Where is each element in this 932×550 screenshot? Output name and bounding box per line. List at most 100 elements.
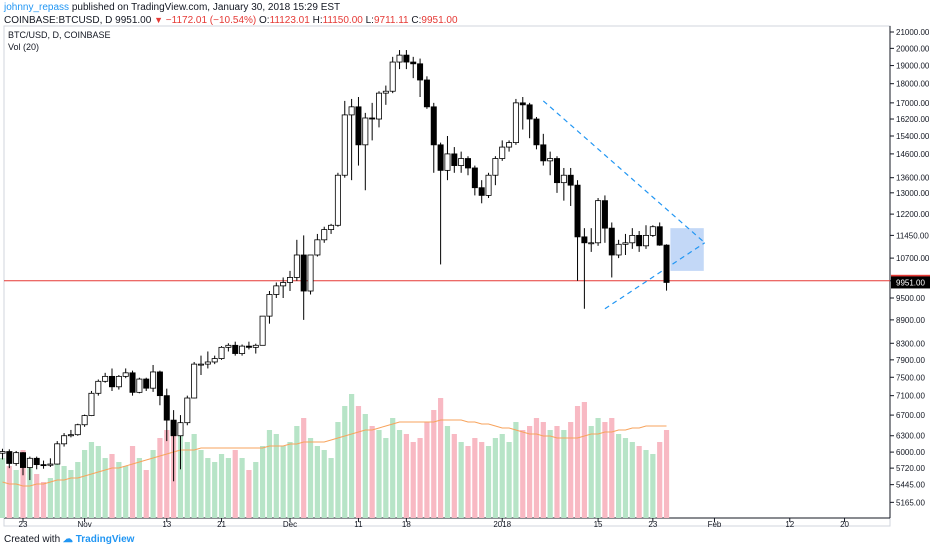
volume-bar [616,434,622,518]
candle-body [403,54,410,63]
volume-bar [540,422,546,518]
candle-body [191,363,198,399]
volume-bar [431,410,437,518]
candle-body [47,463,54,466]
candle-body [67,434,74,437]
price-tick-label: 15400.00 [896,132,930,141]
time-tick-label: 2018 [493,520,511,529]
candle-body [622,242,629,245]
volume-bar [499,434,505,518]
volume-bar [410,442,416,518]
tradingview-brand[interactable]: TradingView [75,534,135,545]
volume-bar [157,438,163,518]
candle-body [533,118,540,146]
time-tick-label: 12 [785,520,794,529]
author-name[interactable]: johnny_repass [4,2,70,13]
volume-bar [383,438,389,518]
volume-bar [6,466,12,518]
volume-bar [636,446,642,518]
volume-bar [657,442,663,518]
volume-bar [602,422,608,518]
price-tick-label: 5445.00 [896,481,925,490]
volume-bar [301,418,307,518]
candle-body [204,361,211,365]
candle-body [40,464,47,467]
candle-body [61,435,68,445]
candle-body [519,102,526,106]
candle-body [218,346,225,359]
close-label: C: [411,15,422,26]
volume-bar [280,446,286,518]
volume-bar [349,394,355,518]
candle-body [102,375,109,382]
price-tick-label: 13000.00 [896,189,930,198]
volume-bar [95,446,101,518]
volume-bar [47,478,53,518]
volume-bar [581,402,587,518]
chart-header: johnny_repass published on TradingView.c… [4,2,928,28]
candle-body [396,54,403,63]
volume-bar [424,422,430,518]
candle-body [643,234,650,247]
candle-body [54,443,61,465]
price-tick-label: 20000.00 [896,44,930,53]
price-tick-label: 18000.00 [896,80,930,89]
volume-bar [191,434,197,518]
volume-bar [294,426,300,518]
price-tick-label: 14600.00 [896,150,930,159]
volume-bar [390,418,396,518]
volume-bar [129,446,136,518]
low-label: L: [365,15,374,26]
volume-bar [164,430,170,518]
candle-body [307,254,314,292]
volume-bar [554,426,560,518]
candle-body [526,104,533,120]
volume-bar [595,418,601,518]
candle-body [225,344,232,348]
candle-body [88,392,95,416]
publish-line: johnny_repass published on TradingView.c… [4,2,928,14]
high-label: H: [312,15,323,26]
created-with-label: Created with [4,534,61,545]
candle-body [588,242,595,245]
volume-bar [472,438,478,518]
candle-body [649,226,656,236]
box-rect [670,228,704,271]
pane-title: BTC/USD, D, COINBASE [8,30,111,40]
volume-bar [102,458,108,518]
volume-bar [212,462,218,518]
candle-body [95,380,102,394]
time-tick-label: 23 [19,520,28,529]
candle-body [451,153,458,166]
volume-bar [485,446,492,518]
price-tick-label: 5165.00 [896,498,925,507]
candle-body [540,144,547,162]
price-tick-label: 6000.00 [896,448,925,457]
volume-bar [417,438,423,518]
candle-body [430,106,437,146]
volume-bar [82,450,88,518]
volume-bar [506,442,512,518]
candle-body [615,243,622,256]
volume-bar [321,450,327,518]
price-chart[interactable]: BTC/USD, D, COINBASE Vol (20) 21000.00 20… [0,0,932,530]
candle-body [444,153,451,171]
price-tick-label: 16200.00 [896,115,930,124]
candle-body [115,375,122,388]
candle-body [355,106,362,146]
volume-bar [253,462,259,518]
candle-body [197,363,204,366]
candle-body [437,144,444,171]
volume-bar [198,450,204,518]
price-tick-label: 6700.00 [896,411,925,420]
volume-bar [403,434,409,518]
volume-bar [225,458,231,518]
price-axis[interactable]: 21000.00 20000.00 19000.00 18000.00 17000.00… [890,28,930,507]
price-tick-label: 6300.00 [896,432,925,441]
footer: Created with ☁ TradingView [4,530,928,550]
time-axis[interactable]: 23 Nov 13 21 Dec 11 18 2018 15 23 Feb 12 20 [19,518,850,529]
volume-bars [0,394,670,518]
candle-body [26,457,33,468]
candle-body [629,234,636,244]
volume-bar [451,434,457,518]
